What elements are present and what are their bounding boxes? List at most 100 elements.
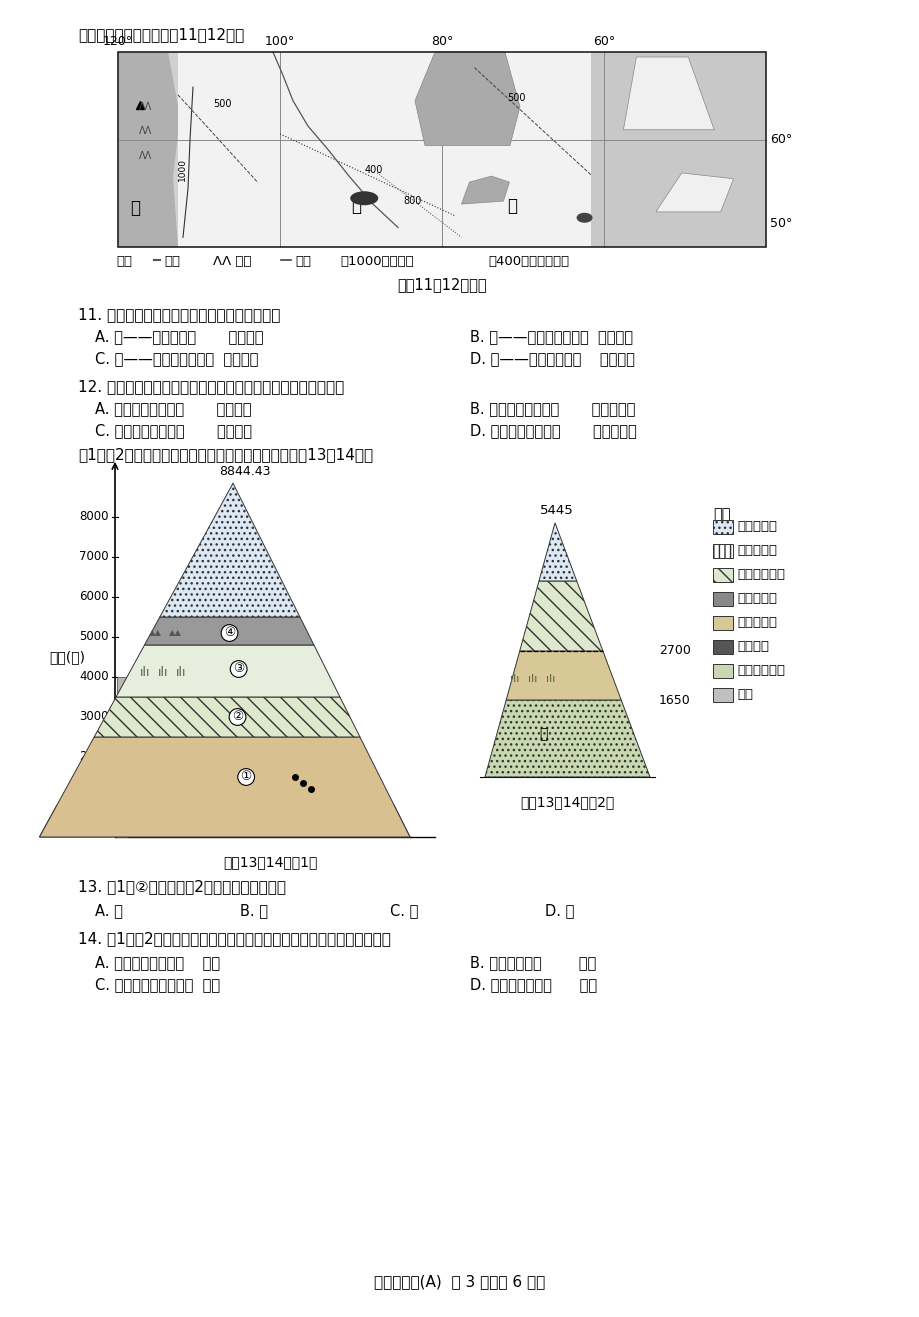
Polygon shape [590, 51, 766, 248]
Text: ΛΛ: ΛΛ [139, 103, 153, 112]
Text: ılı: ılı [510, 674, 519, 684]
Text: ～400～等降水量线: ～400～等降水量线 [487, 255, 569, 267]
Text: ▲▲: ▲▲ [148, 628, 162, 637]
Text: 图为北美洲局部图。完成11、12题。: 图为北美洲局部图。完成11、12题。 [78, 28, 244, 42]
Text: 500: 500 [506, 92, 525, 103]
Text: 温带荒漠带: 温带荒漠带 [736, 616, 777, 630]
Bar [712, 687, 732, 702]
Text: 地理试题卷(A)  第 3 页（共 6 页）: 地理试题卷(A) 第 3 页（共 6 页） [374, 1274, 545, 1289]
Text: 2700: 2700 [658, 644, 690, 657]
Text: 甲: 甲 [130, 199, 140, 217]
Bar [712, 544, 732, 558]
Ellipse shape [576, 213, 592, 223]
Text: （第13、14题图1）: （第13、14题图1） [222, 855, 317, 869]
Text: 1000: 1000 [177, 158, 187, 180]
Text: 14. 图1与图2雪线高度存在差异，体现的自然地理分异规律和主导因素是: 14. 图1与图2雪线高度存在差异，体现的自然地理分异规律和主导因素是 [78, 931, 391, 946]
Polygon shape [519, 581, 602, 651]
Text: 1650: 1650 [658, 694, 690, 706]
Text: D. 丁: D. 丁 [544, 903, 573, 918]
Text: 6000: 6000 [79, 590, 108, 603]
Text: 120°: 120° [103, 36, 133, 47]
Text: ΛΛ: ΛΛ [139, 126, 153, 136]
Polygon shape [655, 173, 732, 212]
Text: 8000: 8000 [79, 511, 108, 523]
Text: 高寒荒漠带: 高寒荒漠带 [736, 593, 777, 606]
Text: （第13、14题图2）: （第13、14题图2） [519, 795, 614, 809]
Text: ①: ① [240, 770, 252, 784]
Text: ▲▲: ▲▲ [168, 628, 181, 637]
Text: A. 甲——地中海气候       夏少冬多: A. 甲——地中海气候 夏少冬多 [95, 329, 263, 344]
Text: ılı: ılı [176, 666, 186, 680]
Polygon shape [461, 176, 509, 204]
Text: A. 纬度地带分异规律    热量: A. 纬度地带分异规律 热量 [95, 955, 220, 971]
Text: 5445: 5445 [539, 504, 573, 516]
Text: 丁: 丁 [552, 548, 561, 561]
Text: 4000: 4000 [79, 670, 108, 684]
Bar [712, 616, 732, 630]
Bar [712, 640, 732, 655]
Text: 甲: 甲 [539, 727, 547, 741]
Text: 高山冰雪带: 高山冰雪带 [736, 520, 777, 533]
Text: 乙: 乙 [542, 664, 550, 678]
Polygon shape [40, 738, 410, 838]
Text: D. 地方性分异规律      地形: D. 地方性分异规律 地形 [470, 977, 596, 992]
Text: 海拔(米): 海拔(米) [49, 651, 85, 664]
Polygon shape [144, 616, 313, 645]
Text: 60°: 60° [769, 133, 791, 146]
Polygon shape [116, 645, 340, 697]
Text: B. 垂直分异规律        水热: B. 垂直分异规律 水热 [470, 955, 596, 971]
Text: （第11、12题图）: （第11、12题图） [397, 277, 486, 292]
Text: 湖泊: 湖泊 [164, 255, 180, 267]
Text: 2000: 2000 [79, 751, 108, 764]
Ellipse shape [350, 191, 378, 205]
Text: C. 干湿度地带分异规律  水分: C. 干湿度地带分异规律 水分 [95, 977, 220, 992]
Polygon shape [484, 701, 650, 777]
Bar [712, 568, 732, 582]
Polygon shape [505, 651, 620, 701]
Text: 8844.43: 8844.43 [219, 465, 270, 478]
Polygon shape [414, 51, 519, 146]
Text: 亚高山草甸带: 亚高山草甸带 [736, 569, 784, 582]
Text: 河流: 河流 [295, 255, 311, 267]
Text: 50°: 50° [769, 217, 791, 230]
Text: 7000: 7000 [79, 551, 108, 564]
Text: 基岩: 基岩 [736, 689, 752, 702]
Text: ılı: ılı [546, 674, 555, 684]
Text: 60°: 60° [592, 36, 615, 47]
Text: ～1000～等高线: ～1000～等高线 [340, 255, 414, 267]
Text: B. 乙——温带海洋性气候  终年多雨: B. 乙——温带海洋性气候 终年多雨 [470, 329, 632, 344]
Text: 400: 400 [364, 165, 382, 175]
Text: ②: ② [232, 710, 243, 723]
Text: D. 气温日较差丙＞甲       丙大陆性强: D. 气温日较差丙＞甲 丙大陆性强 [470, 423, 636, 439]
Text: C. 气温年较差丙＞甲       丙海拔高: C. 气温年较差丙＞甲 丙海拔高 [95, 423, 252, 439]
Polygon shape [118, 51, 180, 248]
Text: 丙: 丙 [546, 606, 554, 620]
Text: 图例: 图例 [712, 507, 730, 522]
Text: 800: 800 [403, 196, 421, 205]
Text: ılı: ılı [157, 666, 168, 680]
Text: 100°: 100° [265, 36, 295, 47]
Text: A. 气温年较差甲＞丙       甲日照长: A. 气温年较差甲＞丙 甲日照长 [95, 400, 251, 416]
Text: 12. 关于甲丙两地气温日较差、年较差大小及成因说法正确的是: 12. 关于甲丙两地气温日较差、年较差大小及成因说法正确的是 [78, 379, 344, 394]
Polygon shape [40, 805, 410, 838]
Polygon shape [160, 483, 300, 616]
Text: 常绿阔叶林带: 常绿阔叶林带 [736, 665, 784, 677]
Text: ④: ④ [223, 627, 235, 640]
Text: 图例: 图例 [116, 255, 131, 267]
Bar [118, 51, 766, 248]
Text: 13. 图1中②自然带与图2中最相似的自然带是: 13. 图1中②自然带与图2中最相似的自然带是 [78, 878, 286, 894]
Text: C. 丙: C. 丙 [390, 903, 418, 918]
Text: 1000: 1000 [79, 790, 108, 803]
Text: 丁: 丁 [506, 198, 516, 215]
Text: ılı: ılı [140, 666, 150, 680]
Text: 3000: 3000 [79, 710, 108, 723]
Text: 荒漠石山: 荒漠石山 [736, 640, 768, 653]
Bar [712, 520, 732, 533]
Text: B. 乙: B. 乙 [240, 903, 267, 918]
Text: 丙: 丙 [351, 198, 361, 215]
Text: A. 甲: A. 甲 [95, 903, 123, 918]
Bar [712, 593, 732, 606]
Text: 5000: 5000 [79, 631, 108, 644]
Polygon shape [94, 697, 359, 738]
Text: ③: ③ [233, 662, 244, 676]
